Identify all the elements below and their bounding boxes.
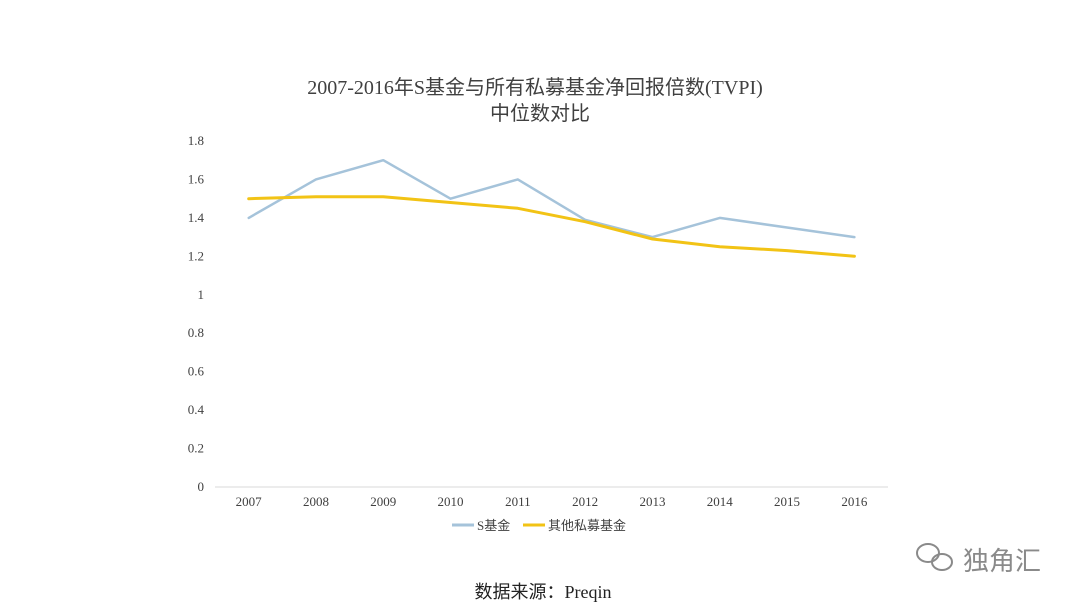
y-tick-label: 1.4 [188, 210, 205, 225]
y-tick-label: 0.6 [188, 364, 205, 379]
legend: S基金 其他私募基金 [452, 518, 626, 533]
chart-subtitle: 中位数对比 [490, 102, 590, 125]
chart-title-group: 2007-2016年S基金与所有私募基金净回报倍数(TVPI) 中位数对比 [307, 76, 763, 125]
x-tick-label: 2007 [236, 494, 263, 509]
y-tick-label: 0.2 [188, 441, 204, 456]
x-tick-label: 2011 [505, 494, 531, 509]
x-tick-label: 2016 [841, 494, 868, 509]
watermark-text: 独角汇 [963, 547, 1041, 577]
x-tick-label: 2008 [303, 494, 329, 509]
y-tick-label: 1.6 [188, 171, 205, 186]
legend-label: S基金 [477, 518, 510, 533]
wechat-icon [916, 543, 953, 571]
x-tick-label: 2015 [774, 494, 800, 509]
watermark: 独角汇 [916, 543, 1041, 577]
series-line-0 [247, 158, 856, 239]
x-tick-label: 2010 [438, 494, 464, 509]
y-tick-label: 0.4 [188, 402, 205, 417]
legend-label: 其他私募基金 [548, 518, 626, 533]
x-tick-label: 2013 [639, 494, 665, 509]
series-line-1 [247, 195, 856, 258]
x-tick-label: 2012 [572, 494, 598, 509]
y-tick-label: 0.8 [188, 325, 204, 340]
y-axis: 0 0.2 0.4 0.6 0.8 1 1.2 1.4 1.6 1.8 [188, 133, 205, 494]
x-axis: 2007 2008 2009 2010 2011 2012 2013 2014 2015 2016 [236, 494, 868, 509]
x-tick-label: 2009 [370, 494, 396, 509]
y-tick-label: 1 [198, 287, 205, 302]
y-tick-label: 0 [198, 479, 205, 494]
x-tick-label: 2014 [707, 494, 734, 509]
source-note: 数据来源：Preqin [475, 582, 612, 602]
chart-title: 2007-2016年S基金与所有私募基金净回报倍数(TVPI) [307, 76, 763, 99]
series-group [247, 158, 856, 258]
y-tick-label: 1.2 [188, 248, 204, 263]
y-tick-label: 1.8 [188, 133, 204, 148]
